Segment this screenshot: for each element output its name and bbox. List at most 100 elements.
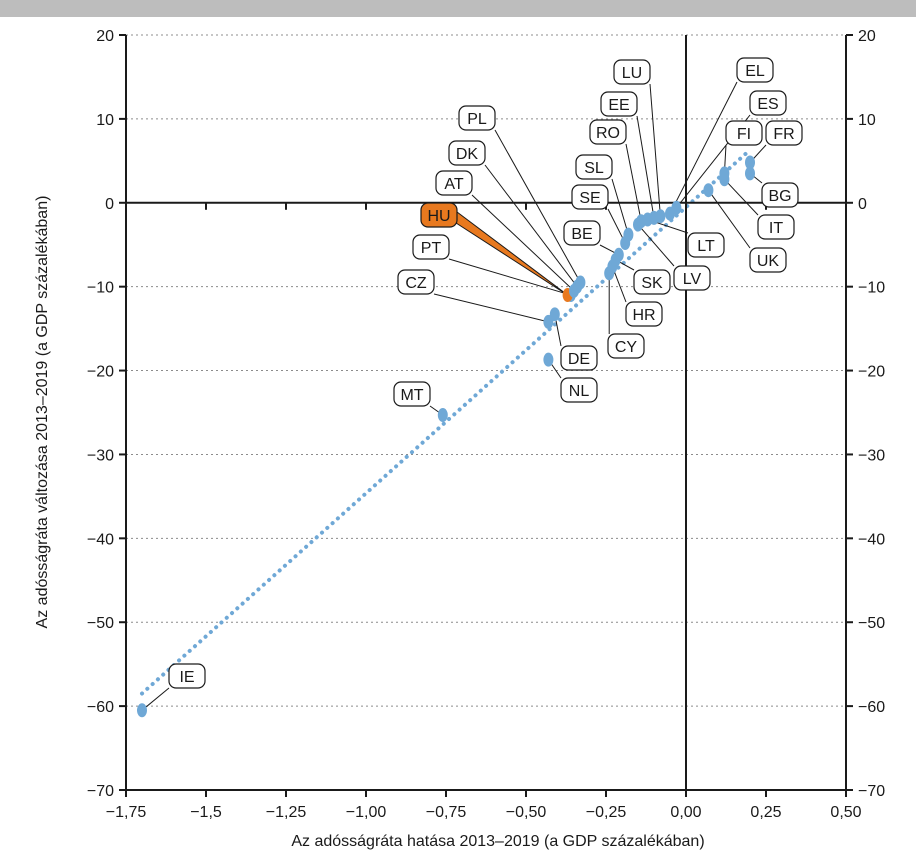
data-points xyxy=(137,155,755,718)
point-label-box-nl xyxy=(560,377,598,403)
y-tick-label-left: −10 xyxy=(87,280,114,297)
y-tick-label-left: −40 xyxy=(87,531,114,548)
point-label-mt: MT xyxy=(400,387,423,404)
axes: 20 20 10 10 0 0 −10 −10 −20 −20 −30 −30 −40 −40 −50 −50… xyxy=(87,28,885,821)
point-label-nl: NL xyxy=(569,383,590,400)
leader-line-pl xyxy=(494,129,581,283)
y-tick-label-left: −50 xyxy=(87,615,114,632)
point-label-se: SE xyxy=(579,190,600,207)
point-label-lt: LT xyxy=(697,238,715,255)
y-tick-label-right: 0 xyxy=(858,196,867,213)
point-label-box-ee xyxy=(600,91,638,117)
leader-line-dk xyxy=(484,164,578,287)
point-label-box-bg xyxy=(761,182,799,208)
x-tick-label: 0,00 xyxy=(670,804,701,821)
y-tick-label-left: −60 xyxy=(87,699,114,716)
y-tick-label-right: −60 xyxy=(858,699,885,716)
point-label-ro: RO xyxy=(596,125,620,142)
trend-line xyxy=(140,147,752,696)
leader-line-el xyxy=(669,81,738,214)
leader-line-ee xyxy=(636,115,655,218)
data-point-be xyxy=(613,247,624,262)
point-label-sl: SL xyxy=(584,160,604,177)
point-label-box-fi xyxy=(725,120,763,146)
point-label-hu: HU xyxy=(427,208,450,225)
point-label-box-lv xyxy=(673,265,711,291)
point-label-box-cz xyxy=(397,269,435,295)
leader-line-at xyxy=(471,194,575,292)
point-label-cy: CY xyxy=(615,339,638,356)
y-tick-label-left: 20 xyxy=(96,28,114,45)
point-label-box-be xyxy=(563,220,601,246)
point-label-be: BE xyxy=(571,226,592,243)
leader-line-lu xyxy=(649,83,661,217)
point-label-box-se xyxy=(571,184,609,210)
point-label-box-pt xyxy=(412,234,450,260)
point-label-box-sl xyxy=(575,154,613,180)
y-tick-label-left: −20 xyxy=(87,364,114,381)
data-point-uk xyxy=(703,183,714,198)
point-label-box-mt xyxy=(393,381,431,407)
point-label-box-pl xyxy=(458,105,496,131)
y-tick-label-right: −30 xyxy=(858,447,885,464)
x-tick-label: −1,25 xyxy=(266,804,307,821)
point-label-sk: SK xyxy=(641,275,663,292)
point-label-dk: DK xyxy=(456,146,479,163)
data-point-mt xyxy=(437,408,448,423)
point-label-es: ES xyxy=(757,96,778,113)
point-label-box-es xyxy=(749,90,787,116)
y-axis-title: Az adósságráta változása 2013–2019 (a GD… xyxy=(34,196,51,629)
point-labels: IE MT NL DE CZ PT HU AT DK PL CY HR SK BE SE SL LV RO LT EE… xyxy=(168,57,803,689)
x-tick-label: 0,50 xyxy=(830,804,861,821)
point-label-bg: BG xyxy=(768,188,791,205)
point-label-fi: FI xyxy=(737,126,751,143)
data-point-lu xyxy=(655,209,666,224)
point-label-box-el xyxy=(736,57,774,83)
leader-line-uk xyxy=(707,189,751,249)
leader-line-sl xyxy=(611,178,629,235)
x-tick-label: −0,25 xyxy=(586,804,627,821)
y-tick-label-left: 0 xyxy=(105,196,114,213)
point-label-ee: EE xyxy=(608,97,629,114)
data-point-fr xyxy=(745,155,755,170)
point-label-de: DE xyxy=(568,351,590,368)
point-label-box-lt xyxy=(687,232,725,258)
y-tick-label-right: −20 xyxy=(858,364,885,381)
y-tick-label-right: 20 xyxy=(858,28,876,45)
point-label-box-uk xyxy=(749,247,787,273)
y-tick-label-left: −70 xyxy=(87,783,114,800)
point-label-box-dk xyxy=(448,140,486,166)
point-label-hr: HR xyxy=(632,307,655,324)
point-label-cz: CZ xyxy=(405,275,427,292)
data-point-ie xyxy=(137,703,147,718)
y-tick-label-right: −50 xyxy=(858,615,885,632)
data-point-bg xyxy=(745,166,755,181)
point-label-box-ie xyxy=(168,663,206,689)
leader-line-lv xyxy=(637,224,675,267)
point-label-at: AT xyxy=(444,176,463,193)
y-tick-label-right: −70 xyxy=(858,783,885,800)
point-label-box-sk xyxy=(633,269,671,295)
y-tick-label-right: −10 xyxy=(858,280,885,297)
x-tick-label: −0,75 xyxy=(426,804,467,821)
point-label-box-fr xyxy=(765,120,803,146)
leader-line-ro xyxy=(625,143,642,222)
leader-line-it xyxy=(724,178,759,216)
data-point-cz xyxy=(543,314,554,329)
data-point-fi xyxy=(719,166,730,181)
y-tick-label-left: 10 xyxy=(96,112,114,129)
data-point-sl xyxy=(623,227,634,242)
trend-layer xyxy=(140,147,752,696)
point-label-box-at xyxy=(435,170,473,196)
point-label-ie: IE xyxy=(179,669,194,686)
point-label-el: EL xyxy=(745,63,765,80)
data-point-pl xyxy=(575,275,586,290)
point-label-box-hr xyxy=(625,301,663,327)
y-tick-label-right: −40 xyxy=(858,531,885,548)
point-label-uk: UK xyxy=(757,253,780,270)
data-point-es xyxy=(671,200,682,215)
x-tick-label: −1,75 xyxy=(106,804,147,821)
gridlines xyxy=(126,34,846,707)
